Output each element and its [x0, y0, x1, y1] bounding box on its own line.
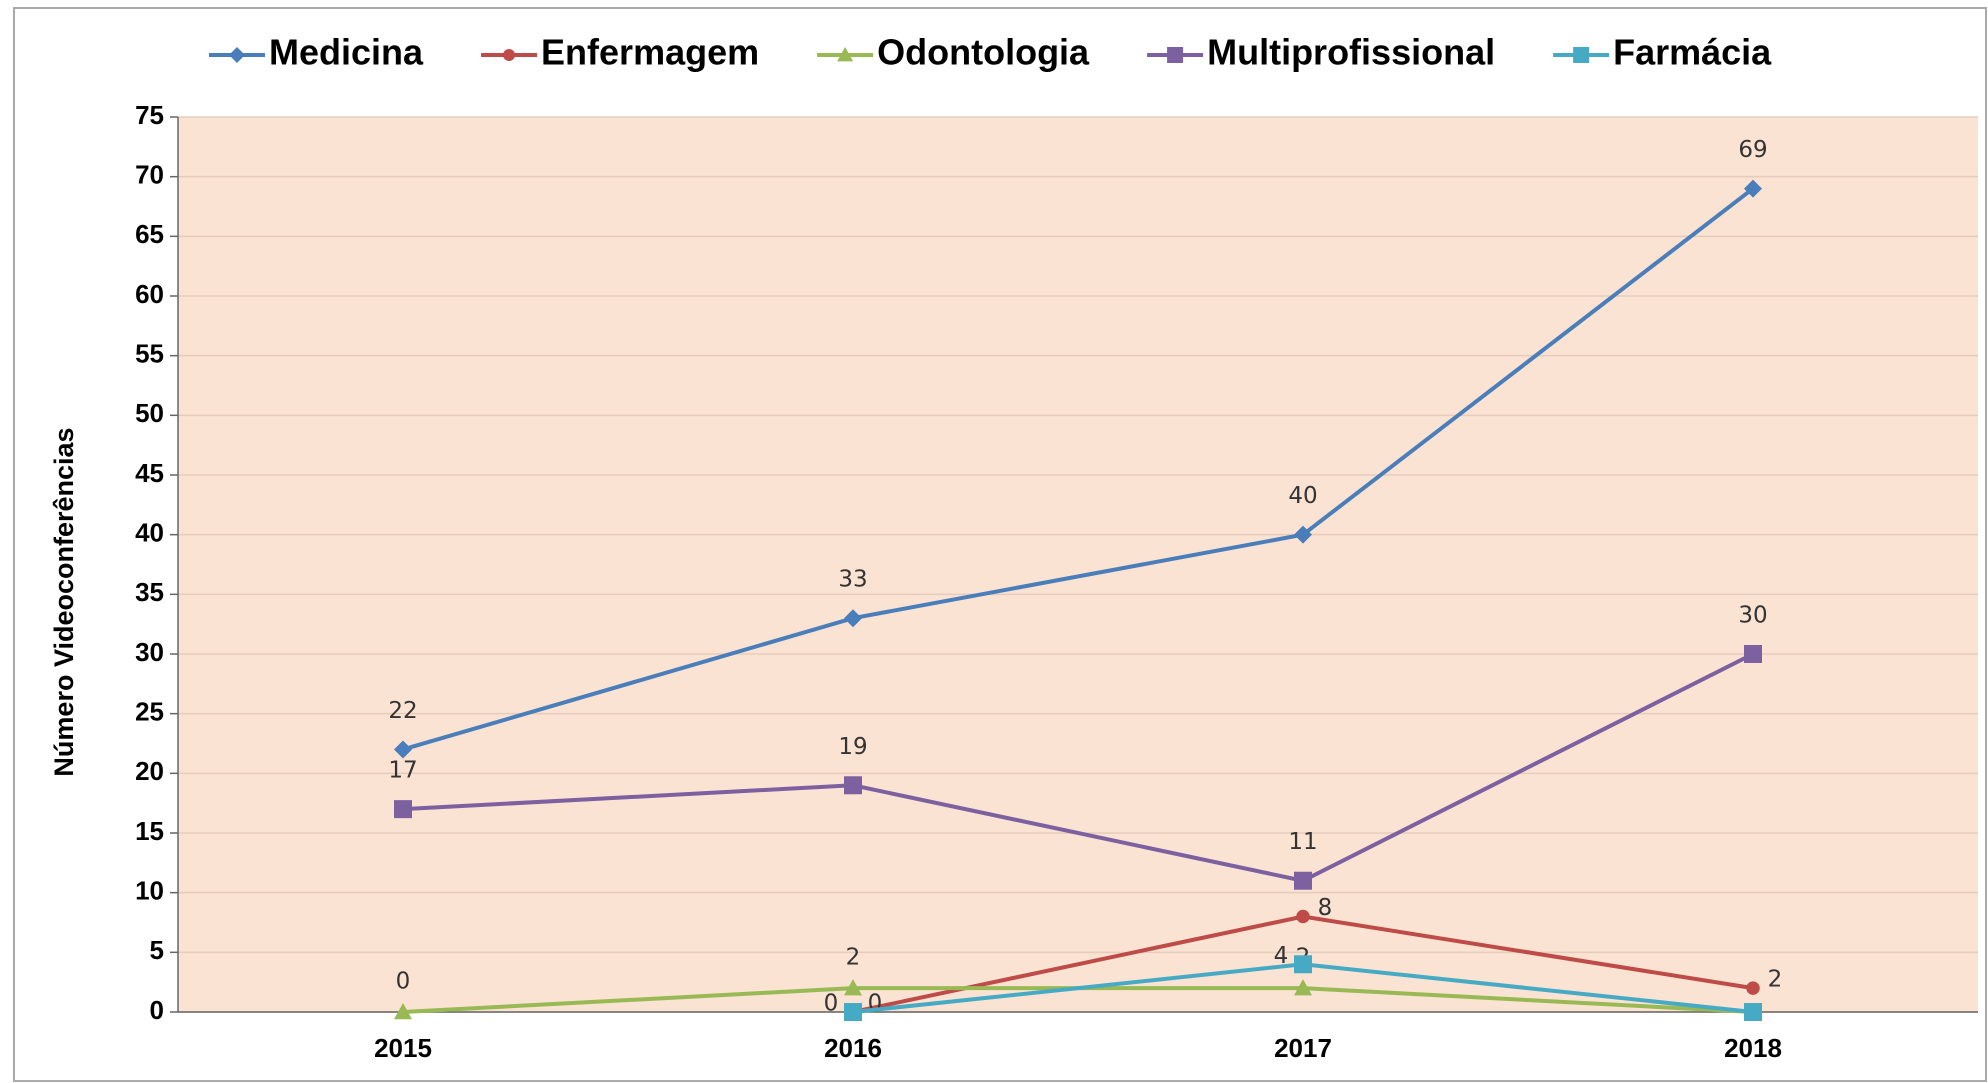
data-label: 0	[868, 991, 883, 1017]
data-point	[1744, 645, 1762, 663]
data-point	[1294, 955, 1312, 974]
legend-label: Enfermagem	[541, 32, 759, 73]
data-label: 33	[838, 567, 867, 593]
y-tick-label: 45	[135, 458, 164, 488]
data-label: 19	[838, 734, 867, 760]
y-tick-label: 75	[135, 100, 164, 130]
data-label: 0	[824, 991, 839, 1017]
data-label: 8	[1318, 895, 1333, 921]
y-tick-label: 70	[135, 160, 164, 190]
y-tick-label: 15	[135, 816, 164, 846]
data-label: 40	[1288, 483, 1317, 509]
data-point	[1744, 179, 1762, 198]
data-point	[1294, 871, 1312, 890]
x-tick-label: 2017	[1274, 1033, 1332, 1063]
data-label: 17	[388, 758, 417, 784]
data-label: 11	[1288, 829, 1317, 855]
y-tick-label: 60	[135, 279, 164, 309]
data-point	[394, 740, 412, 759]
legend-label: Medicina	[269, 32, 424, 73]
legend-label: Farmácia	[1613, 32, 1772, 73]
legend-label: Multiprofissional	[1207, 32, 1495, 73]
y-tick-label: 35	[135, 577, 164, 607]
y-axis-label: Número Videoconferências	[49, 427, 79, 776]
legend-marker	[503, 49, 516, 61]
series-line	[402, 652, 1754, 883]
plot-area	[178, 117, 1978, 1012]
data-point	[1744, 1003, 1762, 1021]
data-label: 69	[1738, 137, 1767, 163]
legend-label: Odontologia	[877, 32, 1090, 73]
data-label: 4	[1274, 943, 1289, 969]
data-point	[394, 800, 412, 819]
x-tick-label: 2016	[824, 1033, 882, 1063]
y-tick-label: 50	[135, 398, 164, 428]
data-point	[1294, 979, 1312, 996]
data-label: 22	[388, 698, 417, 724]
y-tick-label: 10	[135, 876, 164, 906]
y-tick-label: 5	[150, 935, 164, 965]
data-label: 30	[1738, 603, 1767, 629]
data-point	[844, 776, 862, 795]
legend-marker	[837, 47, 854, 62]
x-tick-label: 2018	[1724, 1033, 1782, 1063]
data-label: 2	[846, 945, 861, 971]
data-point	[844, 609, 862, 628]
y-tick-label: 25	[135, 697, 164, 727]
legend-marker	[229, 47, 245, 63]
y-tick-label: 65	[135, 219, 164, 249]
series-line	[402, 187, 1755, 752]
y-tick-label: 40	[135, 518, 164, 548]
y-tick-label: 20	[135, 756, 164, 786]
data-label: 0	[396, 969, 411, 995]
data-point	[844, 1003, 862, 1021]
legend-marker	[1167, 47, 1184, 63]
y-tick-label: 30	[135, 637, 164, 667]
data-point	[1294, 525, 1312, 544]
x-tick-label: 2015	[374, 1033, 432, 1063]
data-label: 2	[1768, 967, 1783, 993]
y-tick-label: 55	[135, 339, 164, 369]
legend-marker	[1573, 47, 1590, 63]
y-tick-label: 0	[150, 995, 164, 1025]
data-point	[1746, 981, 1760, 995]
data-point	[844, 979, 862, 996]
data-point	[394, 1003, 412, 1020]
data-point	[1296, 909, 1310, 924]
